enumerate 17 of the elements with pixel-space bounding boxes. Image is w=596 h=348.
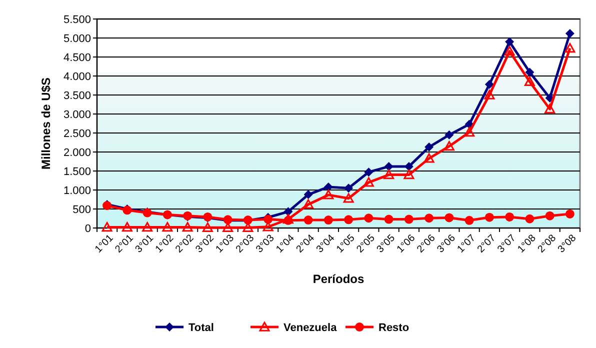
y-tick-label: 2.000	[63, 146, 91, 159]
y-tick-label: 3.000	[63, 108, 91, 121]
y-tick-label: 1.500	[63, 166, 91, 178]
y-tick-label: 4.000	[63, 70, 91, 83]
legend-label: Venezuela	[284, 322, 338, 334]
legend-label: Total	[188, 322, 214, 334]
y-axis-title: Millones de U$S	[39, 77, 53, 170]
y-tick-label: 1.000	[63, 184, 91, 197]
legend-label: Resto	[378, 322, 410, 334]
y-tick-label: 2.500	[63, 128, 91, 140]
x-axis-title: Períodos	[312, 272, 364, 286]
y-tick-label: 4.500	[63, 52, 91, 64]
y-tick-label: 0	[84, 222, 91, 235]
y-tick-label: 3.500	[63, 90, 91, 102]
y-tick-label: 500	[72, 204, 91, 216]
y-tick-label: 5.000	[63, 32, 91, 45]
y-tick-label: 5.500	[63, 14, 91, 26]
